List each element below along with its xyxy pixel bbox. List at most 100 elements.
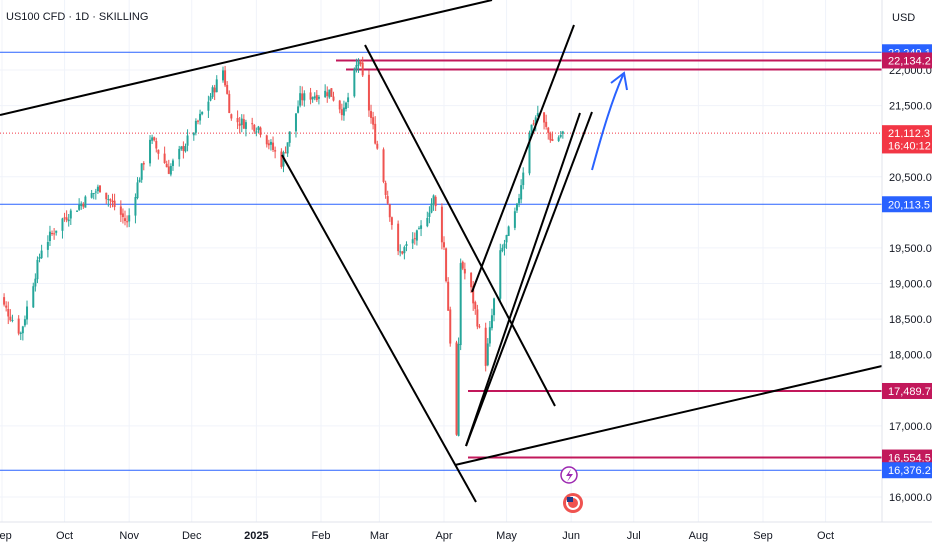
trendline-drawings (0, 0, 883, 503)
candle-body (211, 87, 214, 97)
candle-body (470, 272, 473, 288)
price-badge (882, 449, 932, 466)
trendline (364, 44, 556, 407)
time-axis: Sep Oct Nov Dec 2025 Feb Mar Apr May Jun Jul Aug Sep… (0, 521, 932, 542)
candle-body (265, 135, 268, 145)
candle-body (63, 217, 66, 219)
candle-body (222, 70, 224, 81)
trendline (465, 111, 593, 447)
candle-body (420, 225, 423, 229)
candle-body (328, 89, 331, 98)
candle-body (90, 193, 93, 198)
candle-body (503, 243, 506, 249)
candle-body (388, 204, 391, 218)
candle-body (9, 316, 12, 321)
candle-body (528, 133, 531, 174)
grid (0, 0, 882, 522)
candle-body (36, 259, 39, 280)
x-tick-label: Feb (312, 530, 331, 542)
price-badge (882, 52, 932, 69)
y-tick-label: 16,000.0 (889, 492, 932, 504)
candle-body (382, 149, 385, 182)
candle-body (551, 139, 554, 142)
x-tick-label: Dec (182, 530, 202, 542)
candle-body (332, 96, 335, 101)
candle-body (255, 131, 258, 133)
candle-body (507, 226, 510, 236)
candle-body (549, 133, 552, 141)
candle-body (313, 96, 316, 99)
candle-body (253, 124, 256, 132)
candle-body (213, 87, 216, 93)
candle-body (105, 192, 108, 200)
candle-body (84, 196, 87, 208)
candle-body (69, 210, 72, 219)
candle-body (126, 221, 129, 223)
y-tick-label: 21,500.0 (889, 101, 932, 113)
candle-body (515, 203, 518, 211)
candle-body (34, 278, 37, 287)
candle-body (432, 195, 435, 205)
candle-body (561, 131, 564, 134)
candle-body (461, 261, 464, 269)
candle-body (434, 196, 437, 207)
candle-body (76, 210, 79, 212)
candle-body (11, 320, 14, 322)
currency-label[interactable]: USD (892, 12, 916, 24)
candle-body (353, 69, 356, 97)
candle-body (463, 268, 466, 274)
candle-body (345, 102, 348, 109)
price-badge (882, 382, 932, 399)
candle-body (272, 142, 275, 150)
candle-body (518, 198, 521, 204)
candle-body (184, 146, 187, 152)
x-tick-label: Jul (627, 530, 641, 542)
candle-body (153, 137, 156, 141)
candle-body (311, 97, 314, 100)
candle-body (226, 84, 229, 94)
candle-body (499, 250, 502, 299)
price-axis: 22,000.021,500.020,500.019,500.019,000.0… (881, 0, 932, 550)
x-tick-label: Sep (0, 530, 12, 542)
candle-body (113, 200, 116, 208)
candle-body (67, 219, 70, 222)
candle-body (194, 120, 197, 133)
candle-body (244, 122, 247, 129)
y-tick-label: 19,500.0 (889, 243, 932, 255)
candle-body (297, 106, 300, 113)
candle-body (207, 101, 210, 111)
candle-body (46, 241, 49, 250)
candle-body (51, 233, 54, 235)
candle-body (236, 117, 239, 123)
candle-body (23, 319, 26, 326)
candle-body (267, 143, 270, 146)
candle-body (399, 251, 402, 253)
candle-body (96, 186, 99, 192)
candle-body (440, 206, 443, 243)
candle-body (171, 160, 174, 166)
candle-body (242, 119, 245, 129)
candle-body (151, 137, 154, 141)
candle-body (280, 151, 283, 167)
candle-body (374, 123, 377, 144)
x-tick-label: Oct (817, 530, 834, 542)
candle-body (301, 93, 304, 101)
candle-body (413, 238, 416, 240)
candle-body (536, 112, 539, 117)
candle-body (417, 228, 420, 230)
candle-body (53, 233, 56, 235)
candle-body (124, 218, 127, 221)
candle-body (299, 93, 302, 106)
candle-body (376, 143, 379, 149)
candle-body (397, 223, 400, 252)
candle-body (134, 197, 137, 216)
price-badge-label: 17,489.7 (888, 386, 931, 398)
candle-body (165, 163, 168, 168)
candle-body (459, 263, 462, 346)
trendline (281, 154, 477, 503)
candle-body (21, 326, 24, 334)
candle-body (384, 182, 387, 195)
us-flag-icon[interactable] (563, 493, 583, 513)
lightning-icon[interactable] (560, 466, 578, 484)
